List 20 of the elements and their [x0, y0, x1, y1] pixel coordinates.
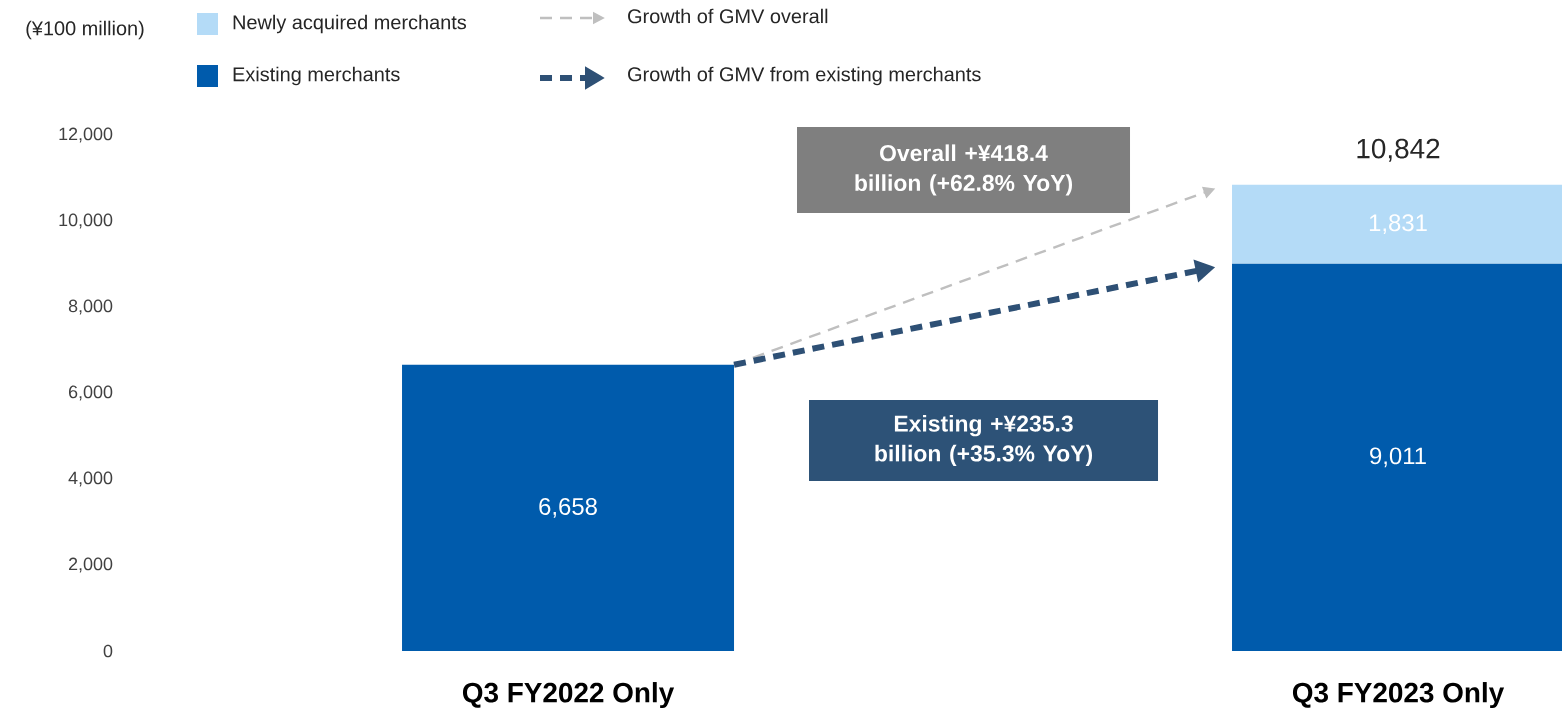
y-tick-label: 0 [103, 644, 113, 658]
text: Growth of GMV from existing merchants [628, 66, 981, 86]
y-tick-label: 12,000 [59, 127, 113, 143]
y-tick-label: 4,000 [68, 471, 113, 487]
x-tick-label: Q3 FY2022 Only [462, 682, 675, 709]
data-label: 9,011 [1370, 447, 1426, 468]
total-label: 10,842 [1357, 138, 1440, 162]
y-tick-label: 10,000 [59, 213, 113, 229]
y-tick-label: 2,000 [68, 557, 113, 573]
x-tick-label: Q3 FY2023 Only [1292, 682, 1505, 709]
legend-label: Newly acquired merchants [233, 14, 467, 34]
y-axis-title: (¥100 million) [26, 20, 144, 40]
annotation: Existing +¥235.3 billion (+35.3% YoY) [875, 414, 1093, 467]
legend-label: Existing merchants [233, 66, 400, 86]
annotation: Overall +¥418.4 billion (+62.8% YoY) [855, 144, 1073, 196]
y-tick-label: 6,000 [68, 385, 113, 401]
y-tick-label: 8,000 [68, 299, 113, 315]
data-label: 1,831 [1369, 214, 1427, 235]
data-label: 6,658 [539, 497, 597, 518]
text: Growth of GMV overall [628, 8, 828, 24]
